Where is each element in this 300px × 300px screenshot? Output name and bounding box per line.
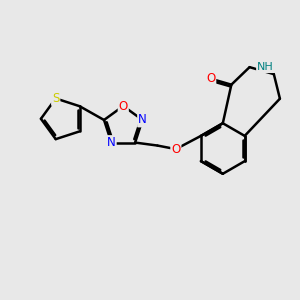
Text: O: O (206, 72, 215, 85)
Text: N: N (138, 113, 147, 127)
Text: O: O (118, 100, 128, 112)
Text: N: N (107, 136, 116, 149)
Text: O: O (171, 142, 181, 156)
Text: S: S (52, 92, 59, 105)
Text: NH: NH (257, 62, 274, 72)
